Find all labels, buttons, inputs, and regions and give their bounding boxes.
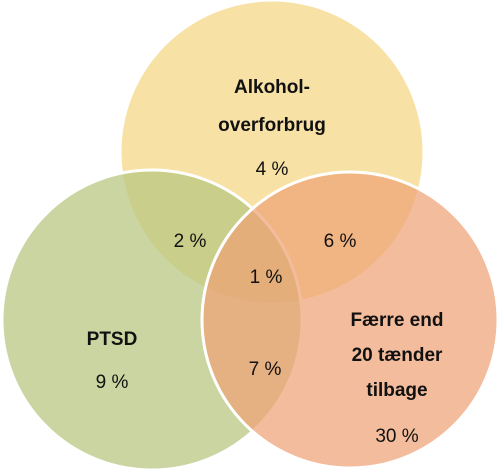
- overlap-value: 6 %: [324, 231, 357, 252]
- set-value: 30 %: [375, 426, 418, 447]
- set-label: PTSD: [87, 329, 138, 350]
- set-label: tilbage: [366, 380, 427, 401]
- set-circle-teeth: [200, 170, 497, 470]
- overlap-value: 7 %: [249, 359, 282, 380]
- set-value: 4 %: [256, 159, 289, 180]
- overlap-value: 2 %: [174, 231, 207, 252]
- set-label: 20 tænder: [352, 345, 443, 366]
- set-value: 9 %: [96, 372, 129, 393]
- set-label: Færre end: [351, 310, 444, 331]
- overlap-value: 1 %: [250, 267, 283, 288]
- set-label: overforbrug: [218, 115, 326, 136]
- set-label: Alkohol-: [234, 77, 310, 98]
